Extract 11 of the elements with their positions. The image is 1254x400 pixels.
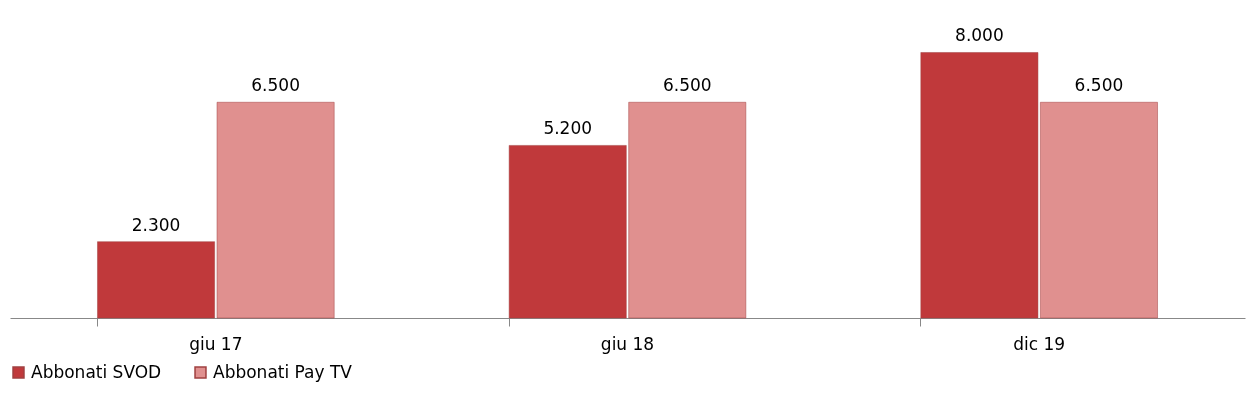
x-tick-label: dic 19 [1013, 333, 1066, 354]
data-label: 5.200 [543, 118, 593, 139]
x-tick-label: giu 18 [600, 333, 655, 354]
legend-label: Abbonati Pay TV [213, 361, 353, 382]
data-label: 2.300 [131, 214, 181, 235]
legend-label: Abbonati SVOD [31, 361, 162, 382]
data-label: 6.500 [662, 75, 712, 96]
data-label: 8.000 [955, 25, 1004, 46]
data-label: 6.500 [1074, 75, 1124, 96]
data-label: 6.500 [251, 75, 300, 96]
x-tick-label: giu 17 [189, 333, 243, 354]
